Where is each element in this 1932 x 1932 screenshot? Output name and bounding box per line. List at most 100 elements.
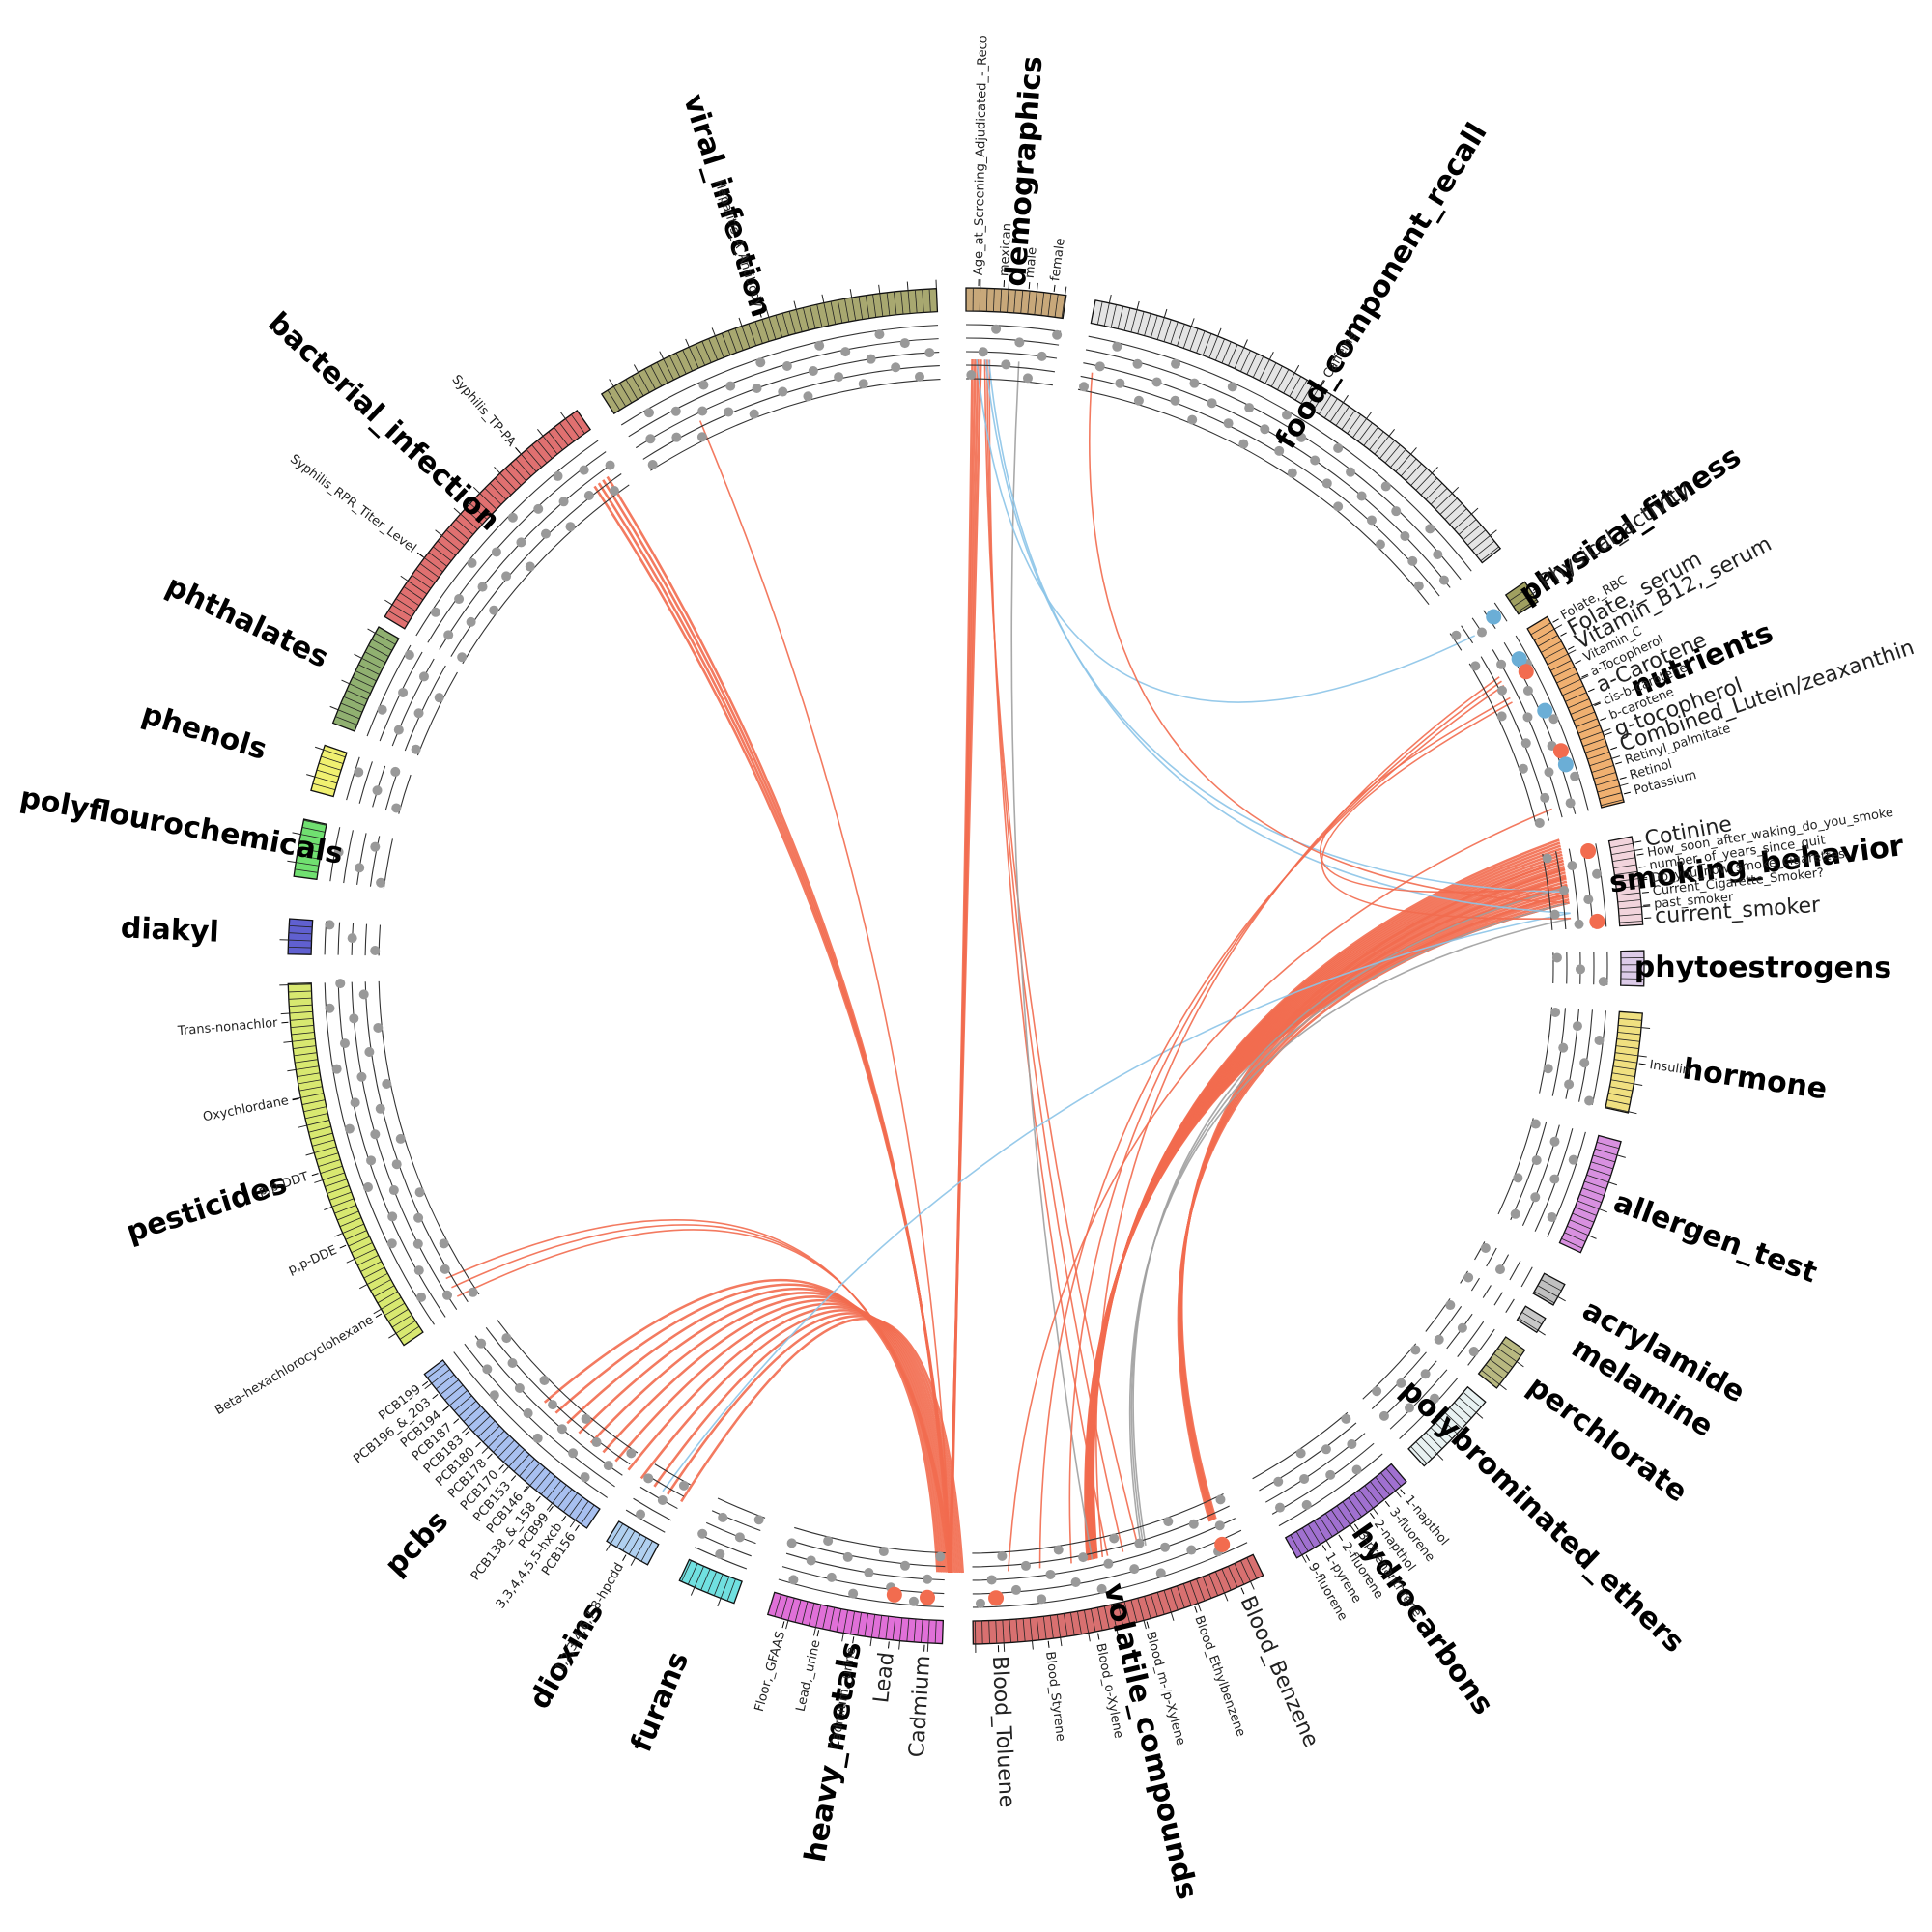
bar-divider [1415, 1441, 1433, 1460]
gray-dot [386, 1238, 397, 1249]
bar-divider [489, 482, 507, 500]
gray-dot [991, 324, 1002, 334]
bar-divider [1612, 857, 1636, 862]
bar-divider [288, 997, 312, 1000]
bar-divider [1370, 1481, 1385, 1500]
gray-dot [864, 1567, 874, 1577]
bar-divider [482, 1425, 500, 1443]
bar-divider [1573, 711, 1596, 722]
tick [502, 1466, 510, 1474]
bar-divider [474, 497, 493, 515]
bar-divider [288, 946, 312, 949]
bar-divider [1594, 1148, 1618, 1156]
track [711, 1510, 761, 1532]
label-leader [510, 1475, 517, 1482]
bar-divider [650, 365, 663, 386]
track [642, 365, 940, 460]
track [351, 981, 458, 1310]
track [1521, 1124, 1560, 1227]
bar-divider [526, 449, 542, 468]
bar-divider [374, 1285, 395, 1297]
track [965, 364, 1056, 373]
gray-dot [1549, 909, 1560, 920]
tick [785, 1620, 789, 1630]
bar-divider [1300, 383, 1314, 404]
gray-dot [370, 945, 381, 955]
bar-divider [510, 463, 526, 482]
bar-divider [368, 644, 389, 657]
bar-divider [1347, 413, 1361, 434]
label-leader [1400, 1489, 1406, 1495]
gray-dot [1346, 467, 1356, 477]
gray-dot [603, 1461, 613, 1471]
label-leader [421, 1380, 429, 1386]
tick [1457, 1433, 1464, 1440]
gray-dot [1129, 1564, 1140, 1575]
bar-divider [708, 338, 719, 360]
bar-divider [610, 1523, 624, 1545]
sector-band [1516, 1305, 1547, 1334]
bar-divider [1056, 1614, 1062, 1638]
bar-divider [450, 524, 469, 541]
bar-divider [289, 924, 313, 928]
gray-dot [356, 1071, 367, 1082]
label-leader [548, 1506, 554, 1513]
bar-divider [1163, 1590, 1172, 1613]
tick [1490, 529, 1497, 536]
bar-divider [1182, 1583, 1192, 1606]
track [1278, 1453, 1383, 1527]
gray-dot [442, 1290, 453, 1300]
tick [1217, 327, 1222, 337]
gray-dot [1187, 414, 1198, 425]
label-leader [561, 1515, 567, 1522]
bar-divider [298, 1079, 322, 1085]
bar-divider [575, 1500, 589, 1520]
gray-dot [1584, 1095, 1595, 1106]
gray-dot [1295, 1448, 1306, 1459]
bar-divider [1156, 1592, 1165, 1615]
gray-dot [986, 1575, 997, 1585]
bar-divider [1151, 1594, 1158, 1617]
bar-divider [449, 1390, 468, 1406]
bar-divider [1463, 524, 1482, 541]
bar-divider [288, 983, 312, 986]
link [606, 475, 951, 1573]
bar-divider [1189, 1580, 1199, 1604]
label-leader [1636, 853, 1644, 856]
link [445, 1219, 950, 1573]
bar-divider [1348, 1497, 1362, 1518]
bar-divider [1040, 292, 1045, 316]
bar-divider [1425, 482, 1443, 500]
gray-dot [891, 362, 901, 373]
bar-divider [304, 1113, 328, 1120]
bar-divider [460, 513, 478, 530]
bar-divider [469, 502, 488, 520]
link [1010, 361, 1094, 1560]
bar-divider [1070, 1612, 1075, 1636]
label-leader [1240, 1587, 1245, 1595]
track [1474, 1241, 1486, 1261]
bar-divider [922, 289, 924, 313]
gray-dot [354, 767, 364, 778]
gray-dot [540, 528, 551, 539]
gray-dot [1575, 964, 1585, 975]
bar-divider [921, 1619, 923, 1643]
label-leader [515, 447, 521, 454]
bar-divider [468, 1410, 486, 1428]
bar-divider [363, 1266, 385, 1279]
bar-divider [1620, 984, 1644, 987]
tick [1638, 876, 1648, 880]
bar-divider [1170, 1587, 1179, 1611]
link [1179, 884, 1568, 1521]
gray-dot [823, 1536, 834, 1547]
link [1095, 676, 1500, 1557]
bar-divider [366, 1272, 388, 1285]
gray-dot [366, 1155, 377, 1166]
link [543, 1278, 939, 1573]
gray-dot [781, 361, 792, 372]
track [1425, 1298, 1451, 1332]
bar-divider [316, 769, 340, 778]
gray-dot [697, 406, 708, 416]
bar-divider [1335, 406, 1350, 426]
bar-divider [1471, 535, 1491, 551]
